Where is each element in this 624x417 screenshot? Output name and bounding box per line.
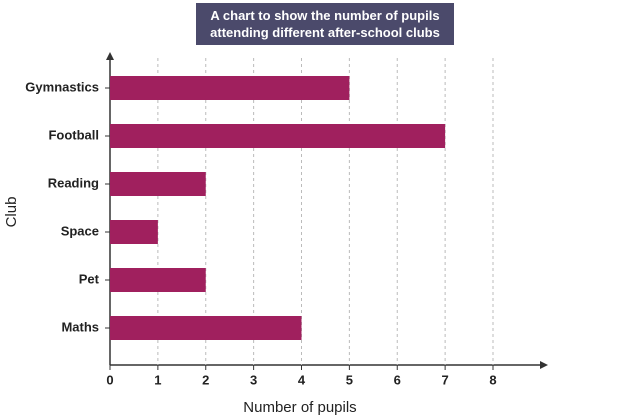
bar	[110, 124, 446, 148]
x-tick-label: 3	[250, 372, 257, 387]
x-tick-label: 5	[346, 372, 353, 387]
y-tick-label: Football	[48, 127, 99, 142]
x-tick-label: 6	[394, 372, 401, 387]
y-tick-label: Reading	[48, 175, 99, 190]
y-arrow	[106, 52, 114, 60]
x-axis-label: Number of pupils	[243, 399, 356, 416]
x-arrow	[540, 361, 548, 369]
x-tick-label: 0	[106, 372, 113, 387]
y-tick-label: Space	[61, 223, 99, 238]
y-tick-label: Gymnastics	[25, 79, 99, 94]
x-tick-label: 1	[154, 372, 161, 387]
bar	[110, 172, 206, 196]
x-tick-label: 8	[489, 372, 496, 387]
y-tick-label: Maths	[61, 319, 99, 334]
chart-title: A chart to show the number of pupils att…	[196, 3, 454, 45]
bar	[110, 316, 302, 340]
x-tick-label: 7	[442, 372, 449, 387]
bar	[110, 76, 350, 100]
x-tick-label: 2	[202, 372, 209, 387]
y-axis-label: Club	[3, 197, 20, 228]
bar	[110, 220, 158, 244]
x-tick-label: 4	[298, 372, 306, 387]
bar	[110, 268, 206, 292]
y-tick-label: Pet	[79, 271, 100, 286]
